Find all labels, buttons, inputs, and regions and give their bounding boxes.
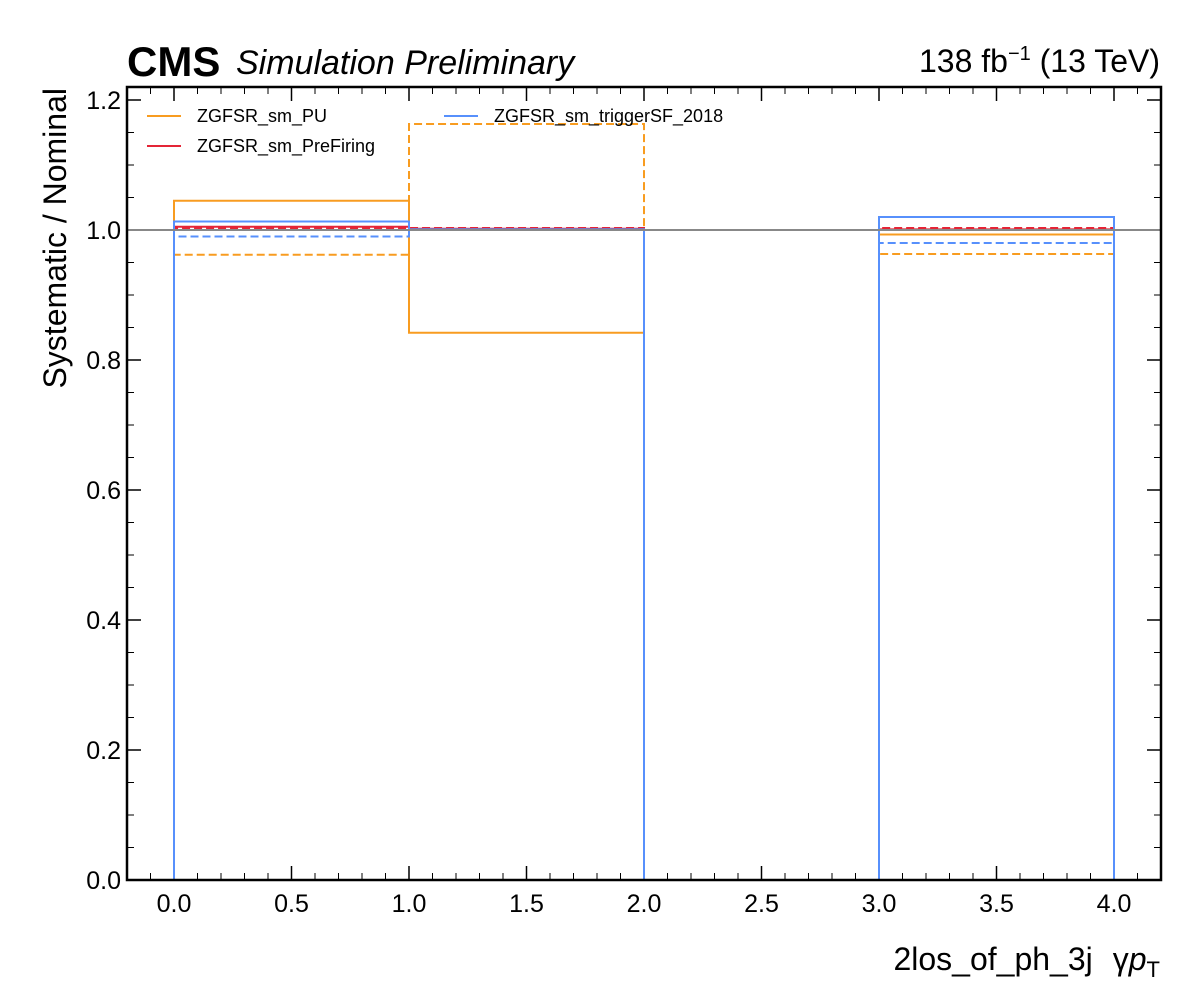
- y-tick-label: 0.2: [86, 737, 121, 765]
- y-tick-label: 0.4: [86, 607, 121, 635]
- x-tick-label: 2.0: [627, 890, 662, 918]
- x-tick-label: 1.5: [509, 890, 544, 918]
- series-up-zgfsr-sm-triggersf-2018: [173, 216, 1115, 881]
- x-tick-label: 0.5: [274, 890, 309, 918]
- y-axis-label: Systematic / Nominal: [37, 88, 73, 389]
- y-tick-label: 0.0: [86, 867, 121, 895]
- legend-label-zgfsr-sm-pu: ZGFSR_sm_PU: [197, 106, 327, 127]
- x-tick-label: 3.5: [979, 890, 1014, 918]
- y-tick-label: 0.6: [86, 477, 121, 505]
- x-tick-label: 3.0: [862, 890, 897, 918]
- simulation-preliminary-label: Simulation Preliminary: [236, 44, 576, 82]
- x-tick-label: 2.5: [744, 890, 779, 918]
- y-tick-label: 0.8: [86, 347, 121, 375]
- legend: ZGFSR_sm_PU ZGFSR_sm_PreFiring ZGFSR_sm_tr…: [147, 106, 723, 157]
- axis-ticks: 0.0 0.5 1.0 1.5 2.0 2.5 3.0 3.5 4.0 0.0 0.2 0.4 0.6 0…: [86, 87, 1161, 918]
- x-axis-label: 2los_of_ph_3j γpT: [893, 941, 1160, 982]
- x-tick-label: 1.0: [392, 890, 427, 918]
- series-lines: [173, 123, 1115, 881]
- legend-label-zgfsr-sm-prefiring: ZGFSR_sm_PreFiring: [197, 136, 375, 157]
- cms-label: CMS: [127, 38, 220, 85]
- x-tick-label: 4.0: [1097, 890, 1132, 918]
- legend-label-zgfsr-sm-triggersf-2018: ZGFSR_sm_triggerSF_2018: [494, 106, 723, 127]
- y-tick-label: 1.2: [86, 87, 121, 115]
- luminosity-label: 138 fb−1 (13 TeV): [919, 43, 1160, 79]
- plot-frame: [125, 85, 1163, 882]
- x-tick-label: 0.0: [157, 890, 192, 918]
- y-tick-label: 1.0: [86, 217, 121, 245]
